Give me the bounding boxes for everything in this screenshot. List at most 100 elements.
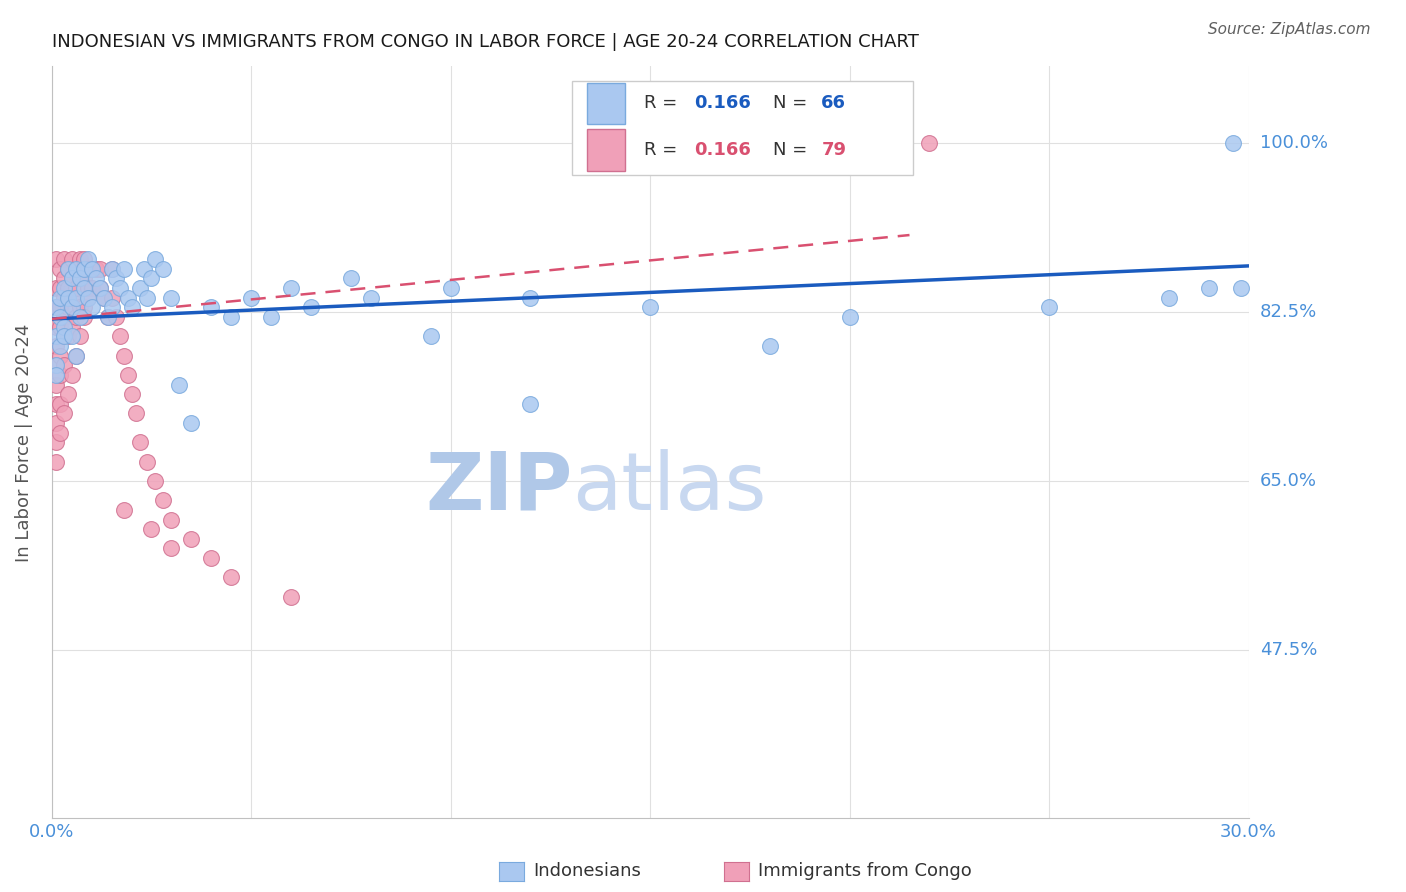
- Point: [60, 252, 83, 267]
- Point: [200, 301, 222, 315]
- Point: [45, 329, 67, 343]
- Point: [73, 271, 96, 285]
- Text: 0.166: 0.166: [695, 141, 751, 159]
- Text: ZIP: ZIP: [425, 449, 572, 526]
- Point: [104, 310, 127, 324]
- Point: [45, 455, 67, 469]
- Point: [180, 416, 202, 430]
- Point: [152, 261, 174, 276]
- Point: [519, 397, 541, 411]
- Point: [69, 301, 91, 315]
- Point: [48, 301, 70, 315]
- Point: [121, 387, 143, 401]
- Point: [69, 271, 91, 285]
- Point: [52, 329, 75, 343]
- Point: [136, 455, 159, 469]
- Point: [76, 291, 98, 305]
- Point: [60, 301, 83, 315]
- Point: [52, 319, 75, 334]
- Point: [759, 339, 782, 353]
- Point: [56, 261, 79, 276]
- Point: [97, 310, 120, 324]
- Point: [73, 281, 96, 295]
- Point: [48, 339, 70, 353]
- Point: [141, 522, 163, 536]
- Point: [76, 261, 98, 276]
- Point: [69, 310, 91, 324]
- Point: [200, 551, 222, 566]
- Text: atlas: atlas: [572, 449, 766, 526]
- Point: [56, 387, 79, 401]
- Point: [65, 310, 87, 324]
- Point: [838, 310, 860, 324]
- Point: [104, 271, 127, 285]
- Point: [73, 310, 96, 324]
- Text: 47.5%: 47.5%: [1260, 640, 1317, 658]
- Point: [918, 136, 941, 151]
- Point: [76, 291, 98, 305]
- Point: [112, 349, 135, 363]
- Point: [56, 261, 79, 276]
- Point: [45, 252, 67, 267]
- Point: [45, 301, 67, 315]
- Point: [56, 329, 79, 343]
- Point: [160, 291, 183, 305]
- Point: [48, 319, 70, 334]
- Point: [56, 291, 79, 305]
- Point: [52, 281, 75, 295]
- Point: [84, 271, 107, 285]
- Text: INDONESIAN VS IMMIGRANTS FROM CONGO IN LABOR FORCE | AGE 20-24 CORRELATION CHART: INDONESIAN VS IMMIGRANTS FROM CONGO IN L…: [52, 33, 918, 51]
- Point: [1157, 291, 1180, 305]
- Point: [69, 252, 91, 267]
- Point: [56, 281, 79, 295]
- Point: [48, 261, 70, 276]
- Point: [160, 512, 183, 526]
- Text: 65.0%: 65.0%: [1260, 472, 1317, 490]
- Point: [100, 261, 122, 276]
- Point: [219, 310, 242, 324]
- Point: [48, 310, 70, 324]
- Point: [136, 291, 159, 305]
- Point: [65, 261, 87, 276]
- Point: [52, 291, 75, 305]
- Point: [169, 377, 191, 392]
- Point: [60, 319, 83, 334]
- Point: [65, 281, 87, 295]
- Text: 66: 66: [821, 95, 846, 112]
- Point: [60, 291, 83, 305]
- Point: [638, 301, 661, 315]
- Point: [69, 329, 91, 343]
- Point: [56, 301, 79, 315]
- Point: [145, 252, 167, 267]
- Point: [45, 339, 67, 353]
- Text: Immigrants from Congo: Immigrants from Congo: [758, 863, 972, 880]
- Text: 82.5%: 82.5%: [1260, 303, 1317, 321]
- Point: [440, 281, 463, 295]
- Point: [280, 590, 302, 604]
- FancyBboxPatch shape: [586, 83, 626, 124]
- Point: [160, 541, 183, 556]
- Point: [260, 310, 283, 324]
- Text: N =: N =: [773, 141, 814, 159]
- Point: [60, 329, 83, 343]
- Point: [100, 301, 122, 315]
- Point: [45, 358, 67, 372]
- Point: [48, 425, 70, 440]
- Point: [80, 261, 103, 276]
- Point: [89, 281, 111, 295]
- FancyBboxPatch shape: [586, 129, 626, 171]
- Point: [52, 310, 75, 324]
- Point: [112, 503, 135, 517]
- Point: [141, 271, 163, 285]
- Point: [117, 291, 139, 305]
- Point: [60, 368, 83, 382]
- Y-axis label: In Labor Force | Age 20-24: In Labor Force | Age 20-24: [15, 323, 32, 562]
- Point: [1229, 281, 1251, 295]
- Point: [76, 281, 98, 295]
- Point: [52, 329, 75, 343]
- Text: Source: ZipAtlas.com: Source: ZipAtlas.com: [1208, 22, 1371, 37]
- Text: 0.166: 0.166: [695, 95, 751, 112]
- Point: [89, 261, 111, 276]
- Point: [45, 397, 67, 411]
- Point: [76, 252, 98, 267]
